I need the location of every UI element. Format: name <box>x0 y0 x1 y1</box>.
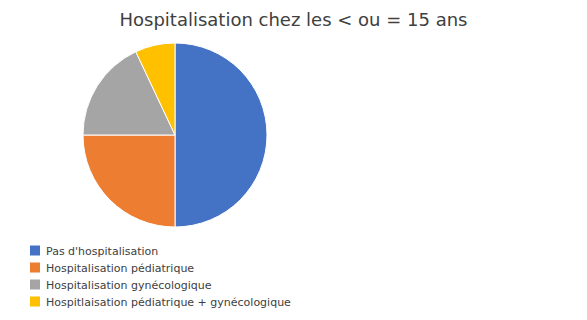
background <box>0 0 587 320</box>
legend-label: Pas d'hospitalisation <box>46 245 158 258</box>
pie-slice <box>136 43 175 135</box>
legend-swatch <box>30 280 40 290</box>
pie-slice <box>175 43 267 227</box>
pie-slice <box>83 135 175 227</box>
legend-label: Hospitlaisation pédiatrique + gynécologi… <box>46 296 291 309</box>
pie <box>83 43 267 227</box>
legend-swatch <box>30 263 40 273</box>
legend-swatch <box>30 246 40 256</box>
legend: Pas d'hospitalisation Hospitalisation péd… <box>30 245 291 309</box>
chart: Hospitalisation chez les < ou = 15 ans Pa… <box>0 0 587 320</box>
legend-label: Hospitalisation gynécologique <box>46 279 212 292</box>
legend-swatch <box>30 297 40 307</box>
legend-label: Hospitalisation pédiatrique <box>46 262 194 275</box>
title: Hospitalisation chez les < ou = 15 ans <box>120 9 468 30</box>
